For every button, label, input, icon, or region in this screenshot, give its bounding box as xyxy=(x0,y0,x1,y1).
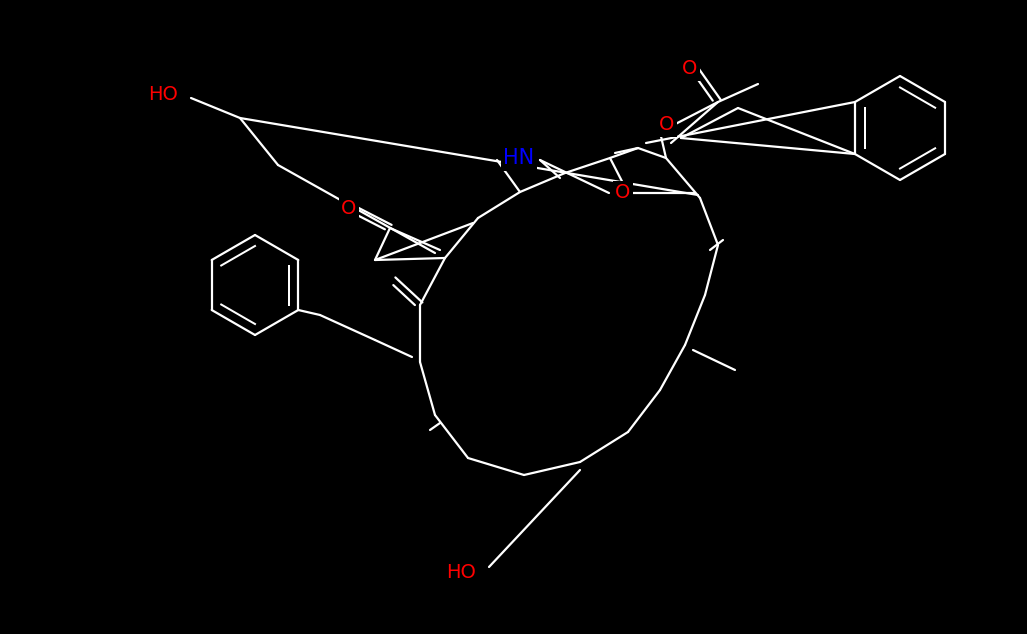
Text: O: O xyxy=(341,198,356,217)
Text: HO: HO xyxy=(446,562,476,581)
Text: HN: HN xyxy=(503,148,535,168)
Text: O: O xyxy=(615,183,631,202)
Text: O: O xyxy=(682,60,697,79)
Text: HO: HO xyxy=(148,86,178,105)
Text: O: O xyxy=(659,115,675,134)
